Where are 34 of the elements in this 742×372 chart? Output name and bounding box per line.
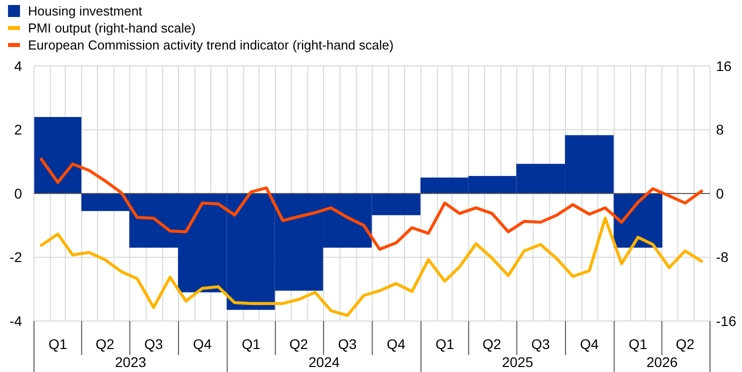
x-tick-label: Q1 xyxy=(435,336,454,352)
text: 2026 xyxy=(646,354,678,370)
bar xyxy=(34,117,82,194)
x-tick-label: Q2 xyxy=(289,336,308,352)
x-tick-label: Q3 xyxy=(531,336,550,352)
x-tick-label: Q1 xyxy=(242,336,261,352)
x-tick-label: Q1 xyxy=(48,336,68,352)
y-tick-label: 0 xyxy=(14,185,22,202)
text: 2024 xyxy=(308,354,340,370)
x-tick-label: Q1 xyxy=(628,336,648,352)
y-tick-label: -4 xyxy=(10,312,22,329)
line-series xyxy=(40,158,704,251)
legend-label: PMI output (right-hand scale) xyxy=(28,20,196,36)
text: 2023 xyxy=(115,354,146,370)
text: 2025 xyxy=(502,354,534,370)
legend-label: Housing investment xyxy=(28,4,143,19)
x-tick-label: Q4 xyxy=(580,336,599,352)
y-tick-label: 4 xyxy=(14,58,22,74)
line-series xyxy=(40,216,704,317)
x-tick-label: Q3 xyxy=(338,336,357,352)
y2-tick-label: -8 xyxy=(716,249,729,266)
x-tick-label: Q4 xyxy=(192,336,212,352)
x-tick-label: Q4 xyxy=(386,336,406,352)
legend-label: European Commission activity trend indicator (right-hand scale) xyxy=(28,38,394,53)
x-tick-label: Q2 xyxy=(482,336,502,352)
y2-tick-label: 8 xyxy=(716,122,724,138)
y2-tick-label: 16 xyxy=(716,58,732,74)
y2-tick-label: -16 xyxy=(716,312,736,329)
x-tick-label: Q3 xyxy=(144,336,164,352)
y-tick-label: 2 xyxy=(14,122,22,138)
y2-tick-label: 0 xyxy=(716,185,724,202)
x-tick-label: Q2 xyxy=(676,336,695,352)
x-tick-label: Q2 xyxy=(96,336,114,352)
y-tick-label: -2 xyxy=(10,249,22,266)
